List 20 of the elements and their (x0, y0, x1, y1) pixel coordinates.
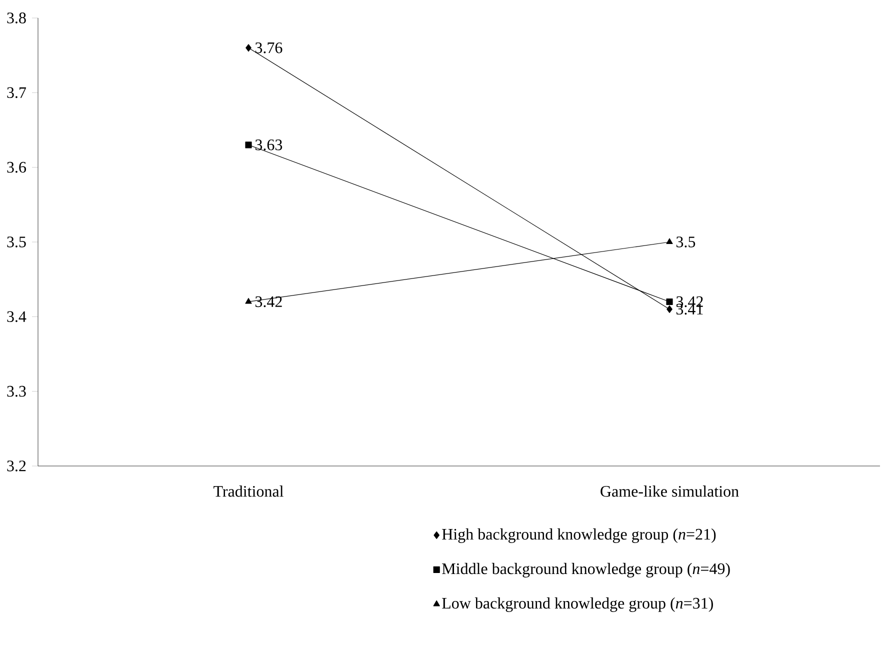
y-tick-label: 3.4 (7, 311, 26, 322)
point (246, 44, 252, 52)
legend-label: Low background knowledge group (n=31) (442, 597, 713, 612)
point (666, 305, 672, 313)
y-tick-label: 3.2 (7, 460, 26, 472)
data-label: 3.76 (255, 42, 282, 54)
y-tick-label: 3.3 (7, 386, 26, 397)
point (245, 142, 252, 148)
y-tick-label: 3.7 (7, 87, 26, 98)
x-tick-label: Game-like simulation (600, 486, 739, 497)
point (666, 298, 673, 306)
x-tick-label: Traditional (214, 486, 284, 497)
data-label: 3.5 (676, 236, 696, 248)
legend-label: High background knowledge group (n=21) (442, 528, 716, 543)
y-tick-label: 3.5 (7, 236, 26, 248)
data-label: 3.42 (255, 296, 282, 308)
data-label: 3.63 (255, 140, 282, 150)
y-tick-label: 3.8 (7, 12, 26, 24)
y-tick-label: 3.6 (7, 162, 26, 173)
legend-label: Middle background knowledge group (n=49) (442, 562, 730, 578)
